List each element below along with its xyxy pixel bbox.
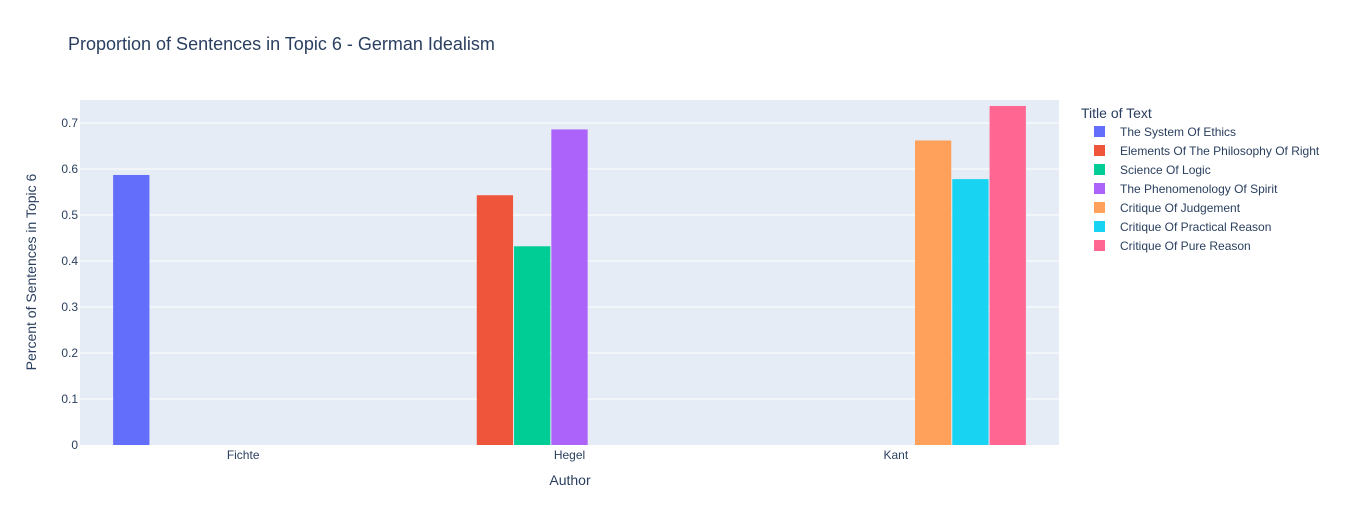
x-tick-label: Hegel [554, 448, 585, 462]
legend-swatch[interactable] [1094, 221, 1105, 232]
legend-title: Title of Text [1081, 105, 1152, 121]
bar[interactable] [514, 246, 551, 445]
legend-swatch[interactable] [1094, 183, 1105, 194]
bar[interactable] [914, 140, 952, 446]
legend-swatch[interactable] [1094, 126, 1105, 137]
y-tick-label: 0.6 [61, 162, 78, 176]
x-tick-label: Kant [883, 448, 908, 462]
legend-swatch[interactable] [1094, 145, 1105, 156]
bar[interactable] [952, 179, 989, 445]
legend-label[interactable]: Elements Of The Philosophy Of Right [1120, 144, 1320, 158]
legend-label[interactable]: Critique Of Judgement [1120, 201, 1241, 215]
y-axis-title: Percent of Sentences in Topic 6 [23, 173, 39, 370]
legend-label[interactable]: The System Of Ethics [1120, 125, 1236, 139]
y-tick-label: 0 [71, 438, 78, 452]
legend-swatch[interactable] [1094, 202, 1105, 213]
legend-swatch[interactable] [1094, 240, 1105, 251]
y-axis-ticks: 0 0.1 0.2 0.3 0.4 0.5 0.6 0.7 [61, 116, 78, 452]
y-tick-label: 0.3 [61, 300, 78, 314]
y-tick-label: 0.7 [61, 116, 78, 130]
bar[interactable] [989, 105, 1026, 445]
x-axis-ticks: Fichte Hegel Kant [227, 448, 909, 462]
x-tick-label: Fichte [227, 448, 260, 462]
chart-title: Proportion of Sentences in Topic 6 - Ger… [68, 34, 495, 54]
legend: Title of Text The System Of Ethics Elemen… [1081, 105, 1320, 253]
bar[interactable] [551, 129, 588, 445]
legend-label[interactable]: Science Of Logic [1120, 163, 1211, 177]
bars [113, 105, 1026, 446]
legend-swatch[interactable] [1094, 164, 1105, 175]
y-tick-label: 0.1 [61, 392, 78, 406]
legend-label[interactable]: Critique Of Pure Reason [1120, 239, 1251, 253]
y-tick-label: 0.5 [61, 208, 78, 222]
legend-label[interactable]: Critique Of Practical Reason [1120, 220, 1271, 234]
bar[interactable] [476, 195, 514, 445]
y-tick-label: 0.2 [61, 346, 78, 360]
legend-label[interactable]: The Phenomenology Of Spirit [1120, 182, 1278, 196]
y-tick-label: 0.4 [61, 254, 78, 268]
x-axis-title: Author [549, 472, 591, 488]
bar[interactable] [113, 174, 150, 446]
